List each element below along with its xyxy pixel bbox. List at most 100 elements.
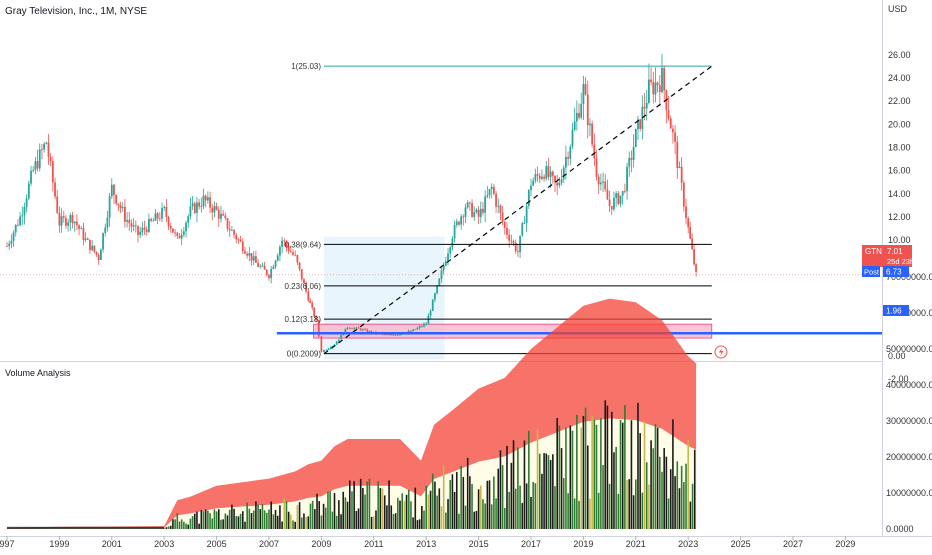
candle-body [687, 218, 690, 228]
candle-body [510, 240, 513, 242]
candle-body [141, 227, 144, 232]
volume-bar [434, 481, 436, 529]
candle-body [327, 348, 330, 350]
candle-body [357, 327, 360, 329]
volume-bar [597, 492, 600, 529]
candle-body [427, 315, 430, 324]
volume-bar [314, 509, 316, 529]
volume-bar [377, 481, 379, 529]
volume-bar [228, 509, 231, 529]
volume-bar [353, 481, 355, 529]
volume-bar [193, 513, 196, 529]
candle-body [54, 182, 56, 197]
candle-body [693, 249, 695, 265]
candle-body [82, 228, 85, 241]
volume-bar [449, 479, 452, 529]
volume-bar [344, 497, 347, 529]
candle-body [466, 202, 469, 208]
volume-bar [689, 501, 692, 529]
volume-bar [172, 519, 174, 529]
volume-bar [283, 498, 286, 529]
time-axis-label: 2011 [364, 539, 383, 549]
candle-body [658, 85, 661, 93]
post-price-value: 6.73 [886, 268, 902, 277]
volume-bar [578, 500, 580, 529]
volume-bar [591, 415, 593, 529]
candle-body [464, 207, 467, 217]
candle-body [62, 216, 65, 218]
time-axis-label: 2027 [783, 539, 803, 549]
candle-body [130, 223, 133, 227]
candle-body [235, 234, 238, 240]
volume-bar [375, 510, 377, 529]
volume-bar [217, 509, 220, 529]
candle-body [215, 206, 218, 210]
candle-body [36, 161, 39, 169]
volume-bar [231, 504, 233, 529]
candle-body [226, 218, 229, 229]
candle-body [613, 197, 615, 210]
fib-retracement[interactable]: 1(25.03) 0.38(9.64) 0.23(6.06) 0.12(3.18) 0(… [285, 62, 712, 359]
candle-body [106, 217, 109, 228]
time-axis[interactable]: 997 1999 2001 2003 2005 2007 2009 2011 2013 2015 2… [0, 536, 855, 549]
candle-body [674, 132, 676, 142]
volume-bar [324, 507, 327, 529]
candle-body [569, 146, 572, 159]
volume-bar [183, 521, 185, 529]
candle-body [51, 161, 54, 183]
volume-bar [237, 516, 240, 529]
candle-body [388, 334, 390, 336]
alert-icon[interactable] [714, 345, 728, 359]
candle-body [309, 300, 312, 303]
time-axis-label: 2019 [573, 539, 593, 549]
volume-bar [257, 504, 259, 529]
volume-bar [167, 526, 170, 529]
volume-bar [680, 465, 683, 529]
volume-bar [178, 521, 181, 529]
candle-body [407, 330, 410, 333]
candle-body [383, 334, 386, 336]
candle-body [335, 341, 338, 345]
volume-bar [268, 509, 270, 529]
candle-body [661, 67, 663, 93]
volume-bar [211, 518, 214, 529]
candle-body [128, 219, 131, 224]
volume-pane[interactable] [7, 298, 697, 529]
price-pane[interactable]: 1(25.03) 0.38(9.64) 0.23(6.06) 0.12(3.18) 0(… [0, 53, 882, 360]
volume-bar [523, 440, 526, 529]
volume-bar [274, 509, 277, 529]
volume-bar [416, 520, 419, 529]
candle-body [479, 208, 482, 217]
candle-body [477, 209, 480, 217]
candle-body [161, 207, 163, 219]
candle-body [91, 245, 94, 251]
volume-bar [528, 430, 530, 529]
volume-bar [584, 407, 587, 529]
candle-body [390, 334, 393, 336]
volume-bar [645, 462, 648, 529]
time-axis-label: 997 [0, 539, 15, 549]
candle-body [80, 228, 83, 229]
volume-bar [549, 460, 552, 529]
candle-body [14, 224, 17, 233]
time-axis-label: 2021 [626, 539, 646, 549]
volume-bar [174, 519, 176, 529]
volume-bar [504, 508, 506, 529]
candle-body [252, 256, 255, 261]
candle-body [626, 166, 628, 192]
volume-bar [451, 474, 454, 529]
candle-body [532, 180, 535, 186]
time-axis-label: 2009 [311, 539, 331, 549]
post-price-bg [883, 266, 909, 277]
last-price-badge: GTN 7.01 25d 23h [862, 245, 914, 267]
candle-body [471, 203, 473, 217]
candle-body [211, 207, 214, 213]
candle-body [71, 215, 74, 224]
candle-body [113, 184, 115, 195]
candle-body [667, 110, 670, 119]
candle-body [632, 147, 635, 160]
candle-body [222, 213, 225, 216]
volume-bar [602, 465, 604, 529]
candle-body [47, 142, 50, 157]
support-price-badge: 1.96 [883, 305, 909, 316]
